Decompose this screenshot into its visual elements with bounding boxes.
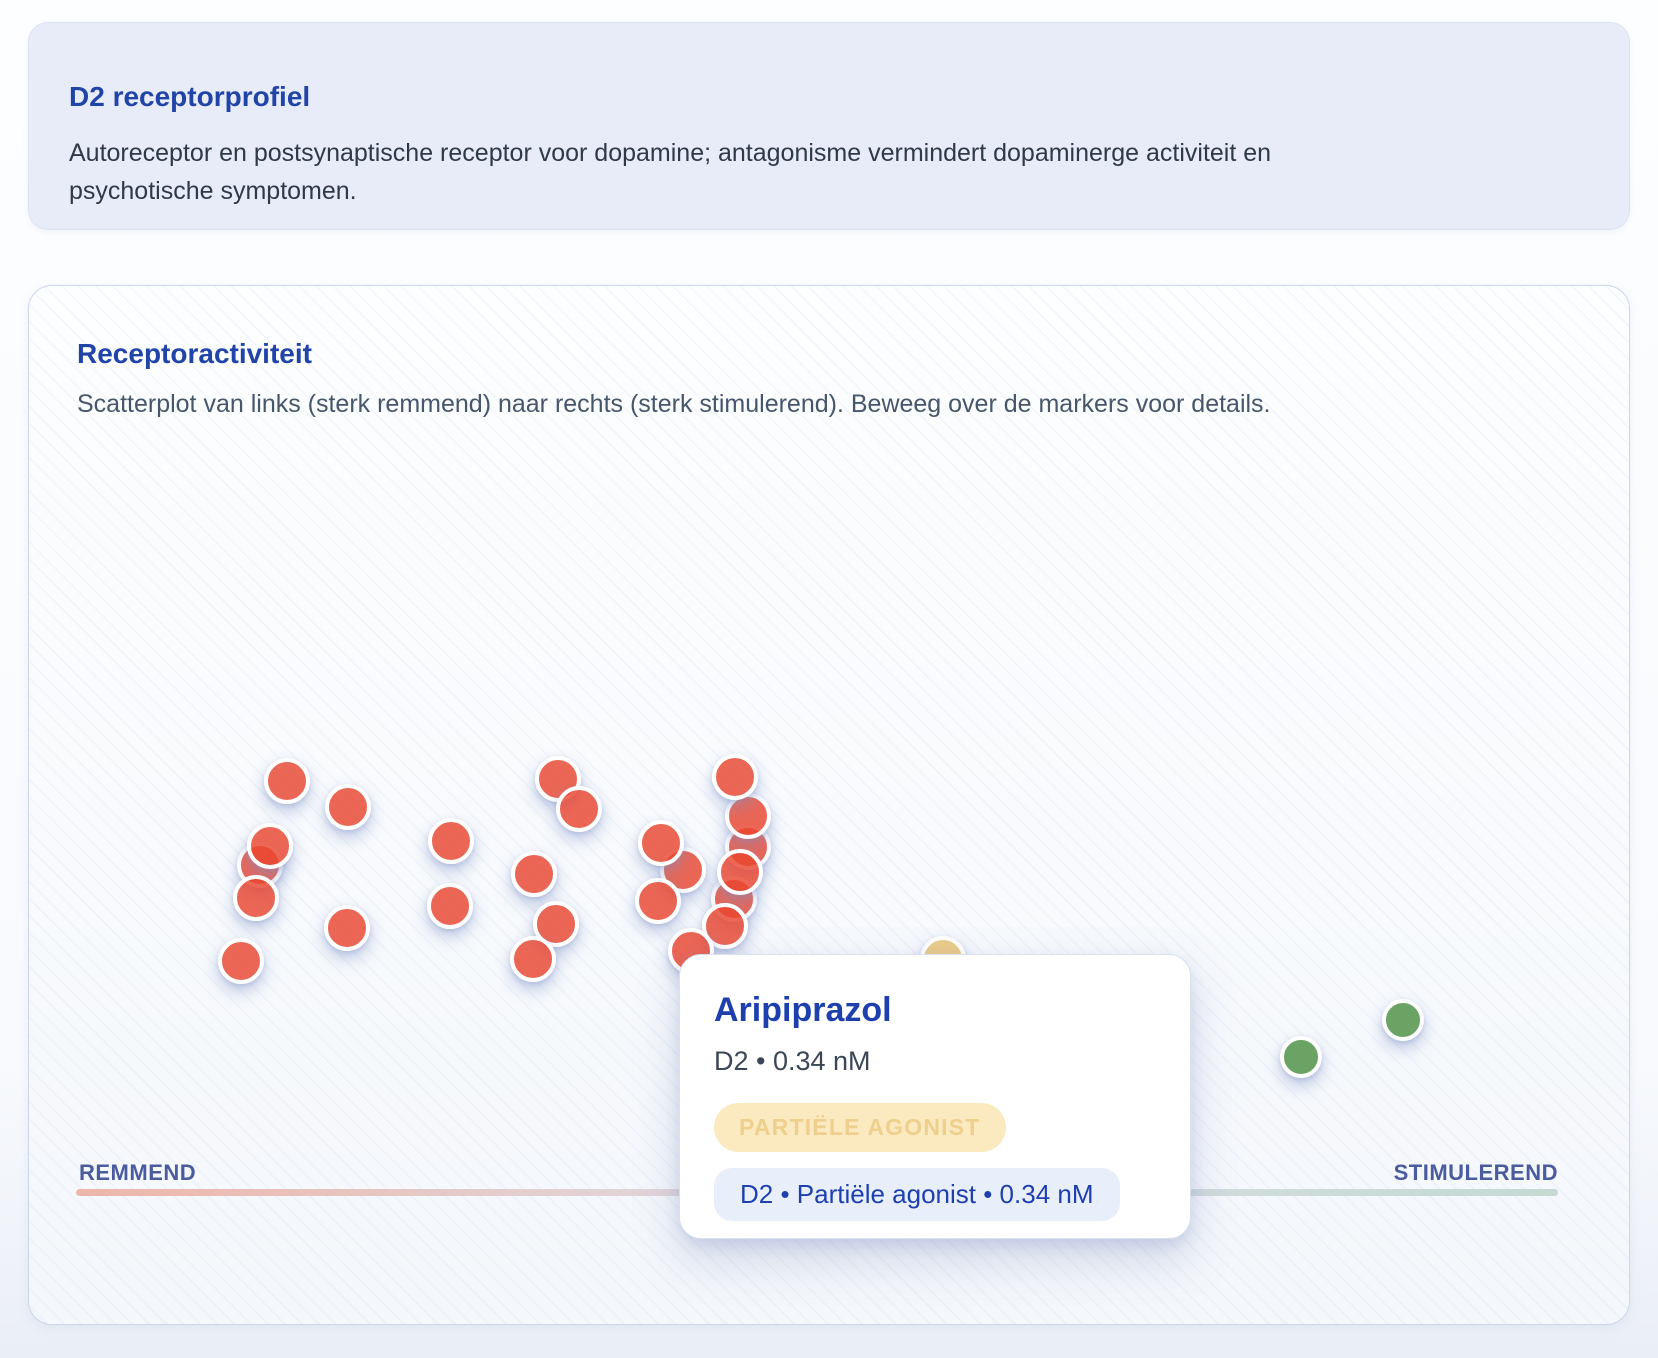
marker-antagonist[interactable] bbox=[725, 793, 771, 839]
marker-antagonist[interactable] bbox=[325, 784, 371, 830]
marker-antagonist[interactable] bbox=[556, 786, 602, 832]
tooltip-activity-badge: PARTIËLE AGONIST bbox=[714, 1103, 1006, 1152]
axis-label-stimulerend: STIMULEREND bbox=[1393, 1160, 1558, 1185]
marker-antagonist[interactable] bbox=[511, 851, 557, 897]
marker-antagonist[interactable] bbox=[510, 936, 556, 982]
marker-tooltip: Aripiprazol D2 • 0.34 nM PARTIËLE AGONIS… bbox=[679, 954, 1191, 1239]
receptor-info-card: D2 receptorprofiel Autoreceptor en posts… bbox=[28, 22, 1630, 230]
marker-antagonist[interactable] bbox=[638, 820, 684, 866]
marker-antagonist[interactable] bbox=[427, 883, 473, 929]
marker-antagonist[interactable] bbox=[324, 905, 370, 951]
marker-antagonist[interactable] bbox=[218, 938, 264, 984]
marker-antagonist[interactable] bbox=[247, 823, 293, 869]
tooltip-receptor-affinity: D2 • 0.34 nM bbox=[714, 1046, 871, 1076]
marker-agonist[interactable] bbox=[1382, 999, 1424, 1041]
tooltip-drug-name: Aripiprazol bbox=[714, 991, 892, 1029]
info-card-description: Autoreceptor en postsynaptische receptor… bbox=[69, 139, 1272, 205]
receptor-activity-card: Receptoractiviteit Scatterplot van links… bbox=[28, 285, 1630, 1325]
marker-antagonist[interactable] bbox=[712, 754, 758, 800]
tooltip-summary-pill: D2 • Partiële agonist • 0.34 nM bbox=[714, 1168, 1120, 1221]
marker-antagonist[interactable] bbox=[717, 849, 763, 895]
chart-subtitle: Scatterplot van links (sterk remmend) na… bbox=[77, 390, 1271, 418]
marker-agonist[interactable] bbox=[1280, 1036, 1322, 1078]
scatter-plot bbox=[29, 286, 1629, 1324]
marker-antagonist[interactable] bbox=[533, 901, 579, 947]
axis-label-remmend: REMMEND bbox=[79, 1160, 197, 1185]
marker-antagonist[interactable] bbox=[233, 875, 279, 921]
marker-antagonist[interactable] bbox=[264, 758, 310, 804]
chart-title: Receptoractiviteit bbox=[77, 338, 312, 369]
info-card-title: D2 receptorprofiel bbox=[69, 81, 311, 112]
marker-antagonist[interactable] bbox=[428, 818, 474, 864]
marker-antagonist[interactable] bbox=[635, 878, 681, 924]
